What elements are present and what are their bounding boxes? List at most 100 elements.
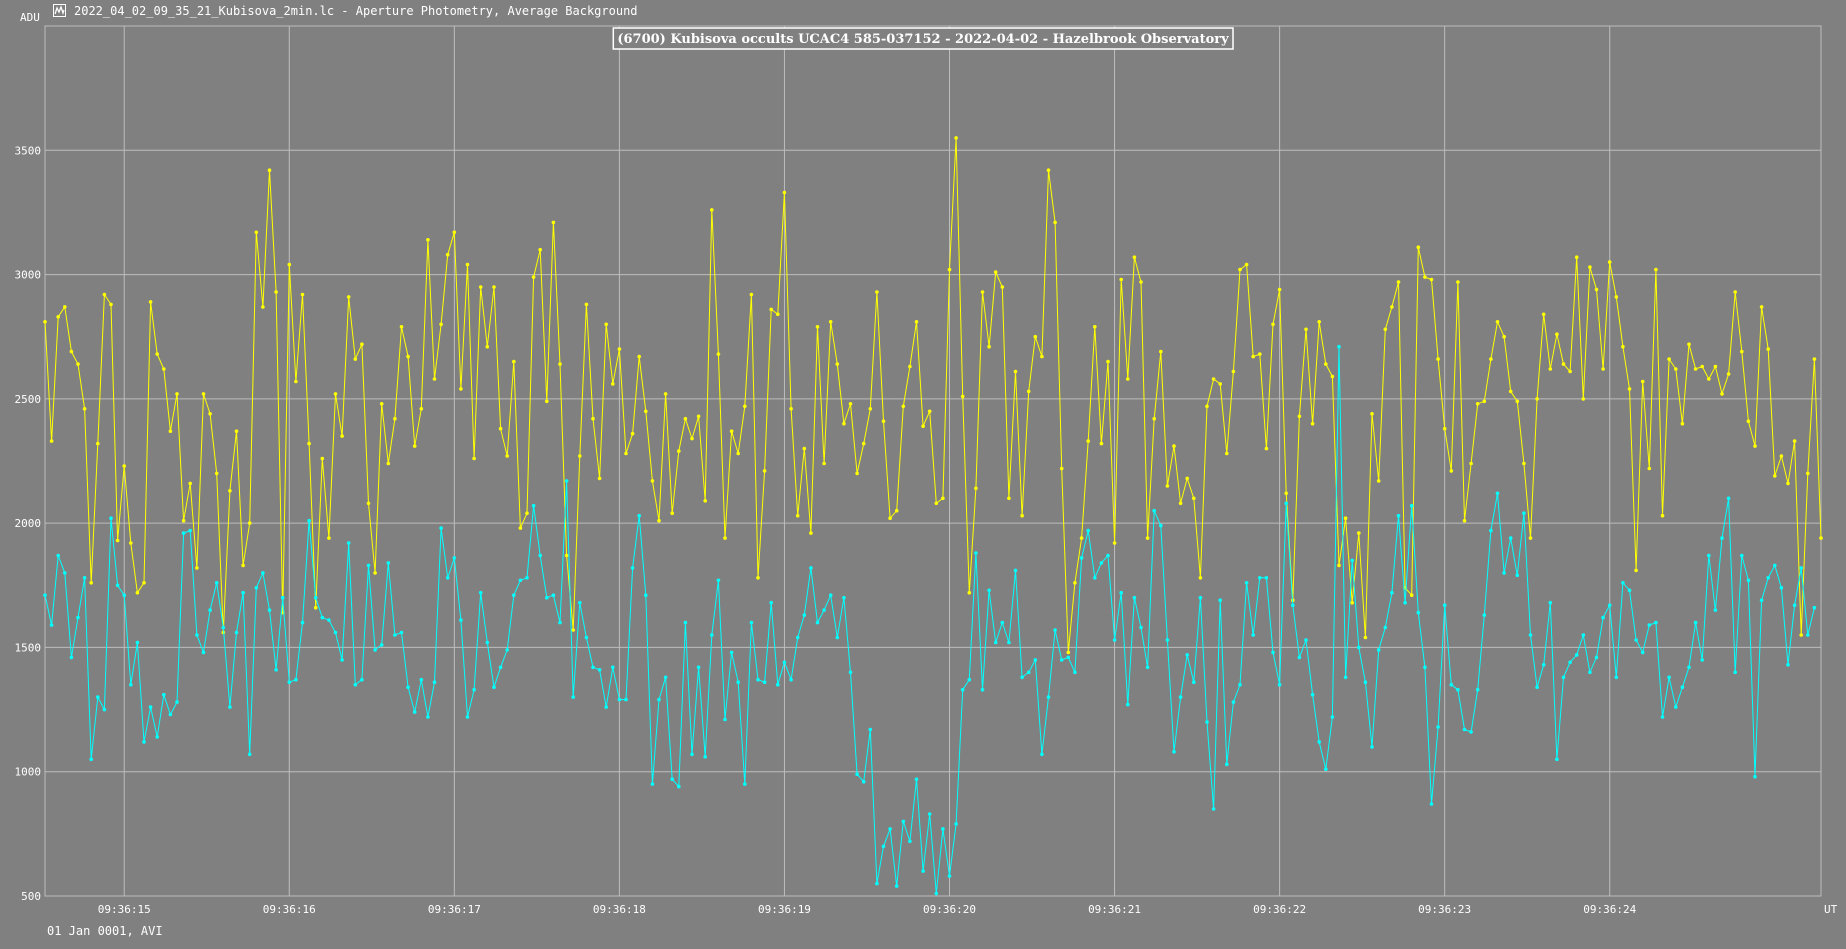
data-point (1674, 705, 1678, 709)
data-point (1515, 399, 1520, 404)
data-point (861, 779, 866, 784)
data-point (1786, 663, 1790, 667)
data-point (1746, 578, 1751, 583)
data-point (155, 352, 159, 356)
data-point (578, 600, 582, 605)
data-point (1812, 357, 1817, 361)
data-point (247, 521, 252, 525)
window-title: 2022_04_02_09_35_21_Kubisova_2min.lc - A… (74, 4, 638, 18)
data-point (1013, 568, 1018, 573)
data-point (1383, 625, 1388, 630)
data-point (584, 635, 589, 640)
data-point (941, 496, 945, 501)
data-point (1416, 610, 1421, 615)
data-point (980, 687, 985, 692)
data-point (1607, 603, 1612, 607)
data-point (1211, 377, 1216, 381)
data-point (241, 590, 245, 595)
data-point (611, 665, 615, 670)
data-point (1713, 364, 1718, 369)
data-point (677, 449, 681, 453)
data-point (1059, 466, 1064, 471)
data-point (624, 697, 628, 702)
x-tick-label: 09:36:24 (1583, 903, 1636, 916)
data-point (545, 399, 549, 404)
data-point (809, 566, 813, 570)
data-point (1489, 528, 1493, 533)
data-point (1535, 685, 1539, 689)
data-point (129, 541, 133, 545)
data-point (1726, 372, 1731, 376)
data-point (1040, 752, 1044, 757)
data-point (1621, 344, 1625, 349)
data-point (756, 576, 760, 580)
data-point (1099, 561, 1104, 565)
data-point (875, 290, 879, 294)
data-point (1792, 439, 1797, 443)
data-point (459, 618, 463, 622)
data-point (538, 553, 542, 558)
data-point (934, 501, 939, 506)
data-point (591, 665, 595, 670)
data-point (782, 660, 787, 665)
x-tick-label: 09:36:18 (593, 903, 646, 916)
data-point (287, 680, 292, 684)
data-point (1667, 675, 1671, 680)
data-point (637, 354, 641, 359)
data-point (1522, 511, 1526, 515)
data-point (1429, 277, 1434, 282)
data-point (340, 434, 344, 438)
data-point (1568, 660, 1572, 665)
data-point (1376, 648, 1381, 652)
data-point (855, 772, 859, 776)
data-point (630, 566, 635, 570)
data-point (828, 593, 833, 597)
data-point (1185, 476, 1189, 481)
data-point (1482, 399, 1487, 404)
data-point (478, 285, 483, 289)
data-point (63, 571, 67, 575)
data-point (366, 563, 371, 568)
data-point (412, 710, 417, 714)
data-point (1244, 581, 1249, 585)
data-point (1112, 638, 1117, 642)
data-point (1515, 573, 1520, 578)
data-point (459, 387, 463, 391)
data-point (300, 292, 305, 297)
data-point (1046, 168, 1051, 172)
data-point (954, 136, 958, 140)
data-point (1020, 513, 1024, 518)
data-point (1588, 670, 1592, 675)
data-point (426, 238, 430, 242)
data-point (1218, 598, 1222, 602)
data-point (1740, 349, 1744, 354)
data-point (1192, 496, 1196, 501)
data-point (815, 325, 820, 329)
data-point (1132, 255, 1137, 259)
data-point (696, 665, 701, 670)
data-point (1806, 633, 1810, 637)
data-point (1759, 598, 1764, 602)
data-point (1059, 658, 1064, 662)
data-point (1225, 451, 1229, 456)
data-point (564, 479, 569, 483)
data-point (485, 640, 490, 645)
data-point (1640, 650, 1645, 655)
data-point (1700, 364, 1704, 369)
data-point (611, 382, 615, 386)
data-point (49, 439, 54, 443)
data-point (597, 668, 602, 672)
data-point (914, 777, 919, 781)
data-point (1291, 603, 1295, 607)
data-point (1495, 320, 1500, 324)
data-point (1700, 658, 1704, 662)
data-point (1165, 484, 1170, 488)
data-point (1205, 404, 1209, 409)
data-point (1693, 367, 1698, 371)
data-point (1627, 387, 1632, 391)
data-point (313, 595, 318, 600)
data-point (162, 367, 166, 371)
data-point (683, 416, 688, 421)
data-point (320, 615, 325, 620)
